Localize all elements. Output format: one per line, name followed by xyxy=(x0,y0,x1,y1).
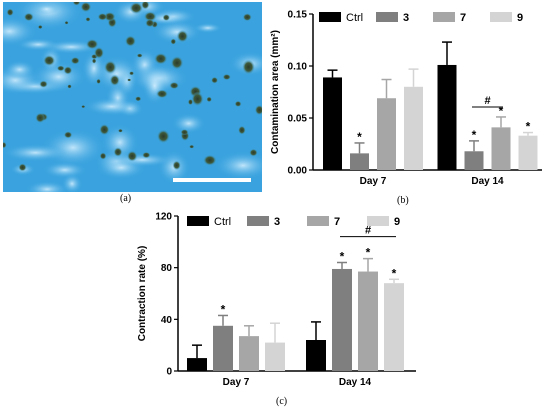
panel-label-b: (b) xyxy=(397,195,409,206)
legend-label: Ctrl xyxy=(346,12,363,24)
bar xyxy=(358,271,378,371)
bar xyxy=(437,64,457,170)
legend-label: 9 xyxy=(517,12,523,24)
x-tick-label: Day 14 xyxy=(471,176,504,187)
legend-swatch xyxy=(187,216,209,226)
bar xyxy=(350,153,369,170)
y-axis-label: Contraction rate (%) xyxy=(137,246,148,342)
bar xyxy=(265,342,285,371)
significance-mark: * xyxy=(366,246,371,260)
x-tick-label: Day 7 xyxy=(360,176,387,187)
bar xyxy=(377,98,396,170)
bar xyxy=(404,86,423,170)
significance-mark: * xyxy=(392,266,397,280)
bar xyxy=(384,283,404,371)
bar xyxy=(306,340,326,371)
bar xyxy=(323,77,342,170)
chart-contraction-rate: Contraction rate (%) 0 40 80 120 Day 7 * Day 14… xyxy=(137,212,416,388)
panel-label-c: (c) xyxy=(276,396,288,407)
legend-label: 7 xyxy=(334,216,340,228)
bar xyxy=(491,127,511,170)
comparison-mark: # xyxy=(484,95,490,107)
comparison-mark: # xyxy=(365,225,371,237)
micrograph xyxy=(3,2,262,192)
legend-swatch xyxy=(247,216,269,226)
micrograph-image xyxy=(3,2,262,192)
legend-label: Ctrl xyxy=(214,216,231,228)
legend-label: 7 xyxy=(460,12,466,24)
bar xyxy=(332,268,352,371)
significance-mark: * xyxy=(221,302,226,316)
legend-label: 9 xyxy=(394,216,400,228)
y-tick-label: 0.00 xyxy=(288,166,308,177)
y-tick-label: 0.05 xyxy=(288,114,308,125)
significance-mark: * xyxy=(340,250,345,264)
significance-mark: * xyxy=(526,120,531,134)
bar xyxy=(213,325,233,371)
legend-swatch xyxy=(433,12,455,22)
x-tick-label: Day 7 xyxy=(223,377,250,388)
bar xyxy=(239,336,259,371)
legend-label: 3 xyxy=(403,12,409,24)
y-tick-label: 0.10 xyxy=(288,62,308,73)
chart-contamination-area: Contamination area (mm²) 0.00 0.05 0.10 0.15… xyxy=(270,10,542,187)
legend-swatch xyxy=(376,12,398,22)
bar xyxy=(464,151,484,170)
scale-bar xyxy=(173,178,251,182)
significance-mark: * xyxy=(499,104,504,118)
legend-swatch xyxy=(367,216,389,226)
significance-mark: * xyxy=(357,130,362,144)
significance-mark: * xyxy=(472,128,477,142)
legend-label: 3 xyxy=(274,216,280,228)
x-tick-label: Day 14 xyxy=(339,377,372,388)
y-tick-label: 0.15 xyxy=(288,10,308,21)
legend-swatch xyxy=(490,12,512,22)
legend-swatch xyxy=(319,12,341,22)
bar xyxy=(518,135,538,170)
y-tick-label: 120 xyxy=(155,212,172,223)
legend-swatch xyxy=(307,216,329,226)
bar xyxy=(187,358,207,371)
panel-label-a: (a) xyxy=(120,193,132,204)
y-tick-label: 0 xyxy=(166,367,172,378)
y-tick-label: 40 xyxy=(161,315,173,326)
y-axis-label: Contamination area (mm²) xyxy=(270,30,281,154)
y-tick-label: 80 xyxy=(161,263,173,274)
